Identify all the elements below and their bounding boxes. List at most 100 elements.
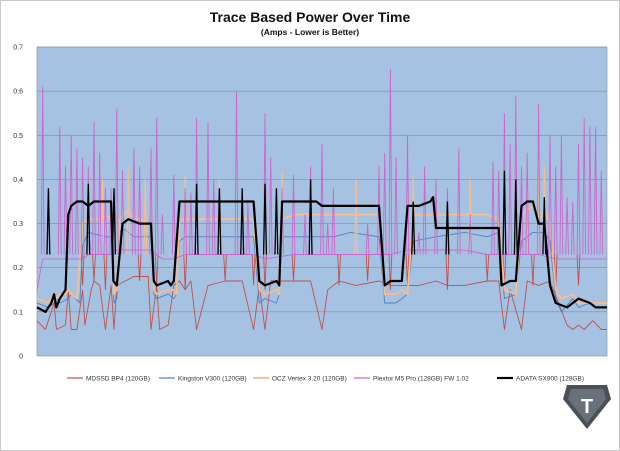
- series-spike: [422, 166, 427, 255]
- plot-area: [36, 46, 608, 357]
- chart-subtitle: (Amps - Lower is Better): [260, 27, 360, 37]
- series-spike: [491, 161, 495, 255]
- y-tick-label: 0.4: [13, 177, 23, 184]
- series-spike: [325, 223, 330, 255]
- series-spike: [582, 117, 587, 255]
- series-spike: [308, 179, 313, 255]
- series-spike: [100, 179, 105, 255]
- series-spike: [211, 179, 216, 255]
- y-tick-label: 0.7: [13, 45, 23, 52]
- series-spike: [445, 254, 450, 290]
- series-spike: [508, 144, 512, 255]
- series-spike: [137, 166, 142, 255]
- series-spike: [417, 232, 421, 255]
- series-spike: [394, 157, 398, 255]
- series-spike: [103, 254, 108, 290]
- legend: MDSSD BP4 (120GB) Kingston V300 (120GB) OC…: [67, 375, 584, 382]
- series-spike: [548, 135, 552, 255]
- series-spike: [262, 183, 268, 255]
- series-spike: [303, 214, 307, 255]
- series-spike: [217, 188, 222, 255]
- series-spike: [63, 166, 68, 255]
- series-spike: [576, 144, 581, 255]
- series-spike: [354, 179, 359, 255]
- series-spike: [263, 254, 267, 290]
- y-tick-label: 0: [19, 354, 23, 361]
- series-spike: [240, 188, 245, 255]
- series-spike: [268, 157, 273, 255]
- series-spike: [114, 108, 119, 255]
- series-3: [36, 69, 607, 290]
- series-spike: [593, 126, 598, 255]
- series-spike: [525, 152, 530, 255]
- series-spike: [588, 126, 592, 255]
- y-tick-label: 0.3: [13, 221, 23, 228]
- series-spike: [365, 254, 370, 282]
- series-spike: [80, 157, 85, 255]
- series-spike: [251, 254, 256, 286]
- series-spike: [570, 201, 575, 255]
- series-spike: [365, 223, 370, 255]
- y-tick-label: 0.1: [13, 309, 23, 316]
- y-tick-label: 0.2: [13, 265, 23, 272]
- series-spike: [456, 148, 461, 255]
- y-tick-label: 0.5: [13, 133, 23, 140]
- series-spike: [291, 174, 296, 255]
- series-spike: [75, 148, 79, 255]
- series-spike: [46, 188, 51, 255]
- legend-label: OCZ Vertex 3.20 (120GB): [272, 375, 347, 382]
- series-spike: [320, 144, 324, 255]
- series-spike: [531, 254, 535, 286]
- svg-text:T: T: [581, 396, 593, 418]
- series-spike: [57, 126, 62, 255]
- series-spike: [576, 254, 581, 286]
- series-spike: [434, 179, 438, 255]
- series-spike: [496, 170, 501, 255]
- series-spike: [126, 166, 131, 255]
- series-spike: [234, 91, 239, 255]
- series-spike: [92, 121, 96, 255]
- series-spike: [160, 214, 165, 255]
- series-spike: [331, 188, 336, 255]
- series-spike: [137, 254, 142, 282]
- series-spike: [97, 152, 102, 255]
- series-spike: [103, 188, 108, 255]
- series-spike: [149, 148, 153, 255]
- series-spike: [502, 170, 507, 255]
- series-group: [36, 69, 607, 330]
- series-line: [36, 249, 607, 290]
- legend-label: MDSSD BP4 (120GB): [86, 375, 150, 382]
- series-spike: [206, 121, 210, 255]
- series-spike: [513, 179, 518, 255]
- series-spike: [536, 104, 541, 255]
- series-4: [36, 170, 607, 313]
- series-spike: [171, 174, 176, 255]
- series-spike: [40, 86, 45, 255]
- series-spike: [274, 188, 279, 255]
- series-spike: [411, 201, 416, 255]
- legend-label: Kingston V300 (120GB): [178, 375, 247, 382]
- tweaktown-logo-icon: T: [563, 385, 611, 429]
- series-spike: [69, 135, 74, 255]
- series-spike: [599, 170, 604, 255]
- series-spike: [194, 183, 199, 255]
- series-spike: [553, 166, 558, 255]
- series-spike: [154, 117, 159, 255]
- series-spike: [143, 179, 148, 255]
- series-line: [36, 196, 607, 313]
- series-spike: [183, 188, 188, 255]
- series-spike: [468, 214, 473, 255]
- chart-title: Trace Based Power Over Time: [209, 9, 411, 25]
- y-axis: 0 0.1 0.2 0.3 0.4 0.5 0.6 0.7: [13, 45, 23, 361]
- series-spike: [445, 201, 450, 255]
- series-spike: [382, 152, 387, 255]
- series-spike: [388, 69, 393, 255]
- legend-label: ADATA SX900 (128GB): [516, 375, 584, 382]
- series-line: [36, 276, 607, 330]
- legend-label: Plextor M5 Pro (128GB) FW 1.02: [373, 375, 469, 382]
- series-spike: [559, 135, 564, 255]
- series-spike: [189, 192, 193, 255]
- series-spike: [565, 197, 569, 255]
